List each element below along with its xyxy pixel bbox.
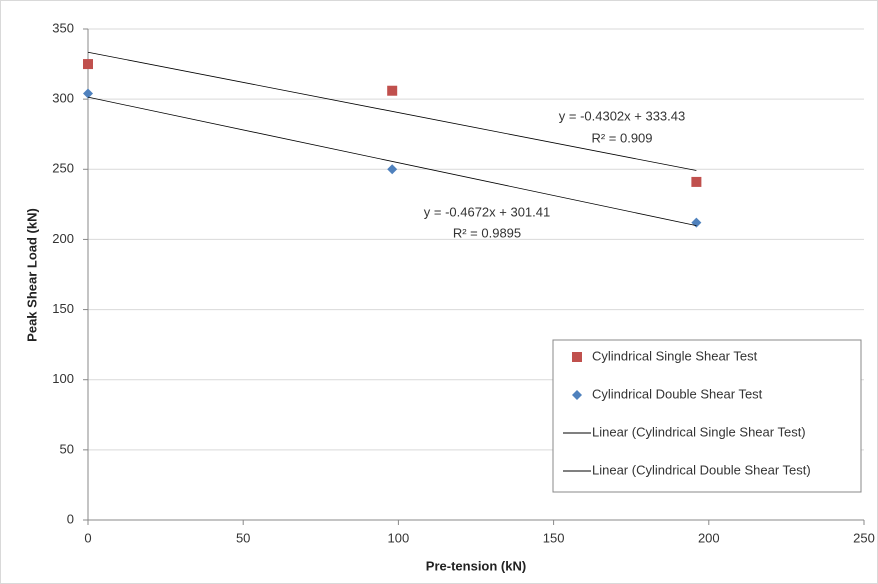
legend-label: Cylindrical Double Shear Test bbox=[592, 386, 763, 401]
legend-label: Cylindrical Single Shear Test bbox=[592, 348, 758, 363]
data-point bbox=[387, 164, 398, 175]
trendline bbox=[87, 51, 697, 171]
x-tick-label: 50 bbox=[236, 530, 250, 545]
data-point bbox=[83, 88, 93, 99]
x-tick-label: 200 bbox=[698, 530, 720, 545]
x-tick-label: 0 bbox=[84, 530, 91, 545]
x-axis-title: Pre-tension (kN) bbox=[426, 558, 526, 573]
legend-box bbox=[552, 339, 862, 493]
y-axis-title: Peak Shear Load (kN) bbox=[24, 208, 39, 342]
legend-label: Linear (Cylindrical Single Shear Test) bbox=[592, 424, 806, 439]
annotation: R² = 0.9895 bbox=[453, 225, 521, 240]
y-tick-label: 150 bbox=[52, 301, 74, 316]
legend-swatch bbox=[572, 352, 582, 362]
x-tick-label: 100 bbox=[388, 530, 410, 545]
annotation: y = -0.4302x + 333.43 bbox=[559, 108, 685, 123]
data-point bbox=[83, 59, 93, 70]
data-point bbox=[387, 85, 398, 96]
y-tick-label: 100 bbox=[52, 371, 74, 386]
trendline bbox=[87, 96, 697, 227]
y-tick-label: 50 bbox=[60, 441, 74, 456]
data-point bbox=[691, 176, 702, 187]
y-tick-label: 0 bbox=[67, 511, 74, 526]
y-tick-label: 200 bbox=[52, 231, 74, 246]
annotation: R² = 0.909 bbox=[591, 130, 652, 145]
y-tick-label: 300 bbox=[52, 91, 74, 106]
y-tick-label: 250 bbox=[52, 161, 74, 176]
x-tick-label: 150 bbox=[543, 530, 565, 545]
x-tick-label: 250 bbox=[853, 530, 875, 545]
annotation: y = -0.4672x + 301.41 bbox=[424, 204, 550, 219]
legend-label: Linear (Cylindrical Double Shear Test) bbox=[592, 462, 811, 477]
y-tick-label: 350 bbox=[52, 20, 74, 35]
legend-swatch bbox=[572, 390, 582, 400]
